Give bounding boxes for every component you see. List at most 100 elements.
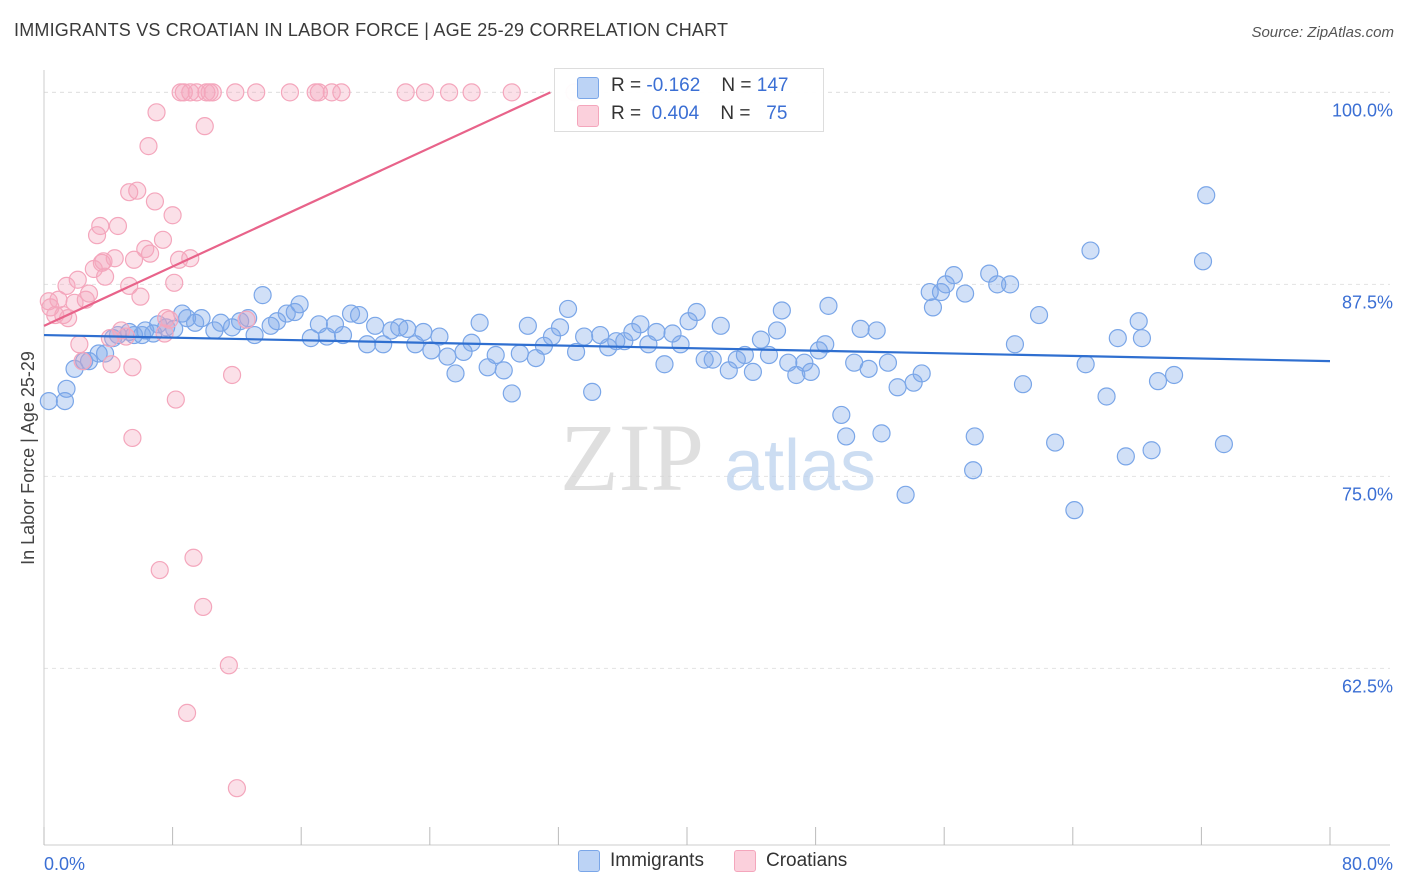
data-point	[896, 485, 915, 504]
data-point	[446, 364, 465, 383]
data-point	[398, 319, 417, 339]
data-point	[112, 321, 131, 340]
data-point	[301, 329, 320, 348]
data-point	[128, 181, 147, 200]
watermark: ZIP atlas	[560, 404, 876, 511]
source-label: Source: ZipAtlas.com	[1251, 24, 1394, 41]
trend-line-immigrants	[43, 333, 1331, 363]
data-point	[751, 330, 771, 349]
data-point	[1076, 355, 1095, 374]
data-point	[703, 350, 722, 369]
data-point	[795, 353, 814, 372]
y-tick-label: 75.0%	[1342, 484, 1393, 504]
data-point	[502, 384, 521, 403]
data-point	[211, 313, 230, 332]
data-point	[219, 656, 238, 675]
watermark-zip: ZIP	[560, 404, 704, 511]
data-point	[290, 295, 309, 314]
data-point	[322, 83, 341, 102]
data-point	[237, 310, 256, 329]
data-point	[647, 322, 666, 342]
swatch-immigrants	[577, 77, 599, 99]
data-point	[859, 359, 878, 378]
data-point	[486, 345, 505, 365]
data-point	[194, 597, 213, 617]
data-point	[160, 310, 179, 329]
data-point	[837, 427, 856, 446]
data-point	[1148, 372, 1168, 391]
data-point	[711, 316, 730, 335]
data-point	[851, 319, 870, 339]
y-tick-label: 62.5%	[1342, 676, 1393, 696]
data-point	[1013, 375, 1033, 394]
legend-item-croatians[interactable]: Croatians	[733, 850, 848, 872]
trend-line-croatians	[43, 91, 551, 327]
legend-label-immigrants: Immigrants	[610, 850, 704, 871]
data-point	[743, 362, 763, 382]
data-point	[349, 305, 369, 325]
data-point	[735, 345, 754, 365]
data-point	[358, 335, 377, 354]
data-point	[1197, 186, 1216, 205]
data-point	[470, 313, 489, 332]
n-label: N =	[721, 75, 752, 96]
n-value-croatians: 75	[766, 103, 788, 124]
data-point	[245, 325, 264, 345]
data-point	[988, 275, 1007, 294]
data-point	[550, 318, 570, 337]
data-point	[123, 428, 142, 448]
data-point	[374, 335, 393, 354]
data-point	[396, 83, 415, 102]
data-point	[105, 249, 124, 268]
swatch-croatians	[577, 105, 599, 127]
data-point	[226, 83, 245, 102]
data-point	[955, 284, 975, 303]
data-point	[1164, 365, 1184, 385]
gridlines	[44, 91, 1390, 669]
data-point	[430, 327, 449, 346]
data-point	[79, 284, 99, 303]
data-point	[73, 352, 92, 371]
data-point	[801, 362, 820, 382]
data-point	[89, 344, 108, 363]
data-point	[888, 378, 907, 397]
data-point	[163, 206, 182, 225]
r-label: R =	[611, 75, 642, 96]
data-point	[816, 335, 835, 354]
legend-swatch-immigrants	[578, 850, 600, 872]
chart-title: IMMIGRANTS VS CROATIAN IN LABOR FORCE | …	[14, 20, 729, 40]
data-point	[39, 391, 58, 411]
data-point	[280, 83, 300, 102]
legend-item-immigrants[interactable]: Immigrants	[578, 850, 704, 872]
data-point	[1046, 433, 1065, 452]
data-point	[575, 327, 594, 346]
data-point	[1097, 387, 1116, 406]
data-point	[140, 244, 160, 263]
data-point	[832, 405, 851, 425]
data-point	[1001, 275, 1020, 294]
data-point	[872, 424, 891, 443]
data-point	[1129, 312, 1148, 331]
data-point	[150, 560, 169, 580]
data-point	[94, 252, 113, 271]
data-point	[247, 83, 266, 102]
r-value-croatians: 0.404	[651, 103, 700, 124]
data-point	[687, 302, 706, 322]
y-axis-label: In Labor Force | Age 25-29	[18, 351, 38, 565]
data-point	[131, 287, 150, 306]
y-tick-label: 87.5%	[1342, 292, 1393, 312]
data-point	[510, 344, 529, 363]
data-point	[414, 322, 433, 342]
data-point	[153, 230, 173, 249]
data-point	[147, 103, 166, 122]
r-label: R =	[611, 103, 642, 124]
data-point	[1116, 447, 1135, 466]
legend-label-croatians: Croatians	[765, 850, 848, 871]
data-point	[867, 321, 886, 340]
data-point	[462, 83, 481, 102]
data-point	[1132, 329, 1152, 348]
data-point	[566, 342, 586, 362]
trend-lines	[43, 91, 1331, 363]
data-point	[195, 117, 214, 136]
data-point	[631, 315, 650, 334]
